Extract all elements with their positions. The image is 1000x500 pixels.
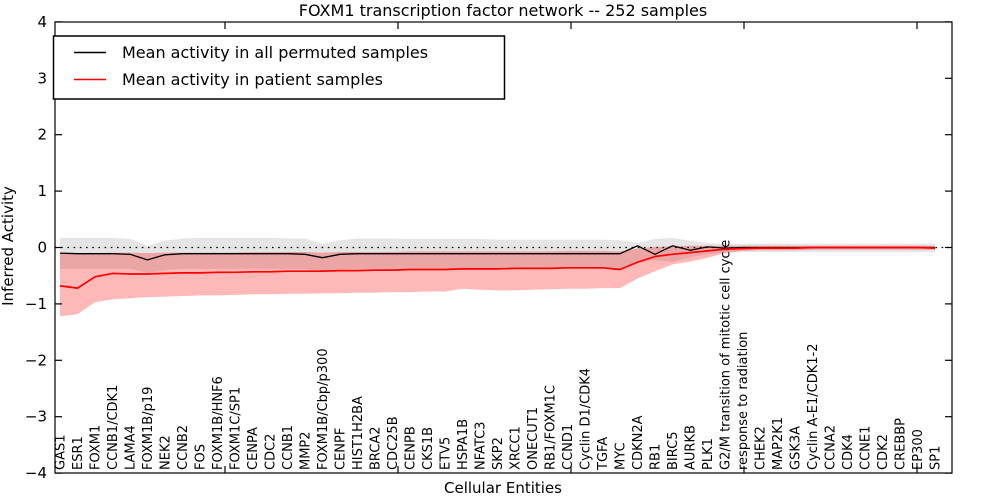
x-category-label: CKS1B [421,427,436,470]
x-category-label: CDC25B [386,416,401,470]
x-category-label: CDKN2A [631,415,646,470]
x-category-label: RB1 [649,444,664,470]
legend-box [52,35,506,100]
x-category-label: ETV5 [439,437,454,470]
x-category-label: CHEK2 [754,426,769,470]
x-category-label: RB1/FOXM1C [544,385,559,470]
x-category-label: NEK2 [159,435,174,470]
x-category-label: GAS1 [54,435,69,471]
y-tick-label: 4 [37,13,47,31]
x-category-label: CCNA2 [824,425,839,470]
y-tick-label: 2 [37,126,47,144]
x-category-label: CCNE1 [859,426,874,470]
x-category-label: FOXM1C/SP1 [229,387,244,470]
x-category-label: BRCA2 [369,426,384,470]
band-layer [60,237,935,317]
x-category-label: NFATC3 [474,422,489,470]
x-category-label: ONECUT1 [526,407,541,470]
legend: Mean activity in all permuted samples Me… [52,35,506,100]
patient-mean-line [59,246,936,289]
series-line-layer [55,245,952,289]
y-tick-label: −4 [25,464,47,482]
x-category-label: FOXM1B/p19 [141,387,156,470]
y-tick-label: 1 [37,182,47,200]
x-category-label: CREBBP [894,418,909,470]
y-axis-label: Inferred Activity [0,186,17,306]
x-category-label: CENPA [246,427,261,470]
x-category-label: AURKB [684,425,699,470]
x-category-label: CCNB2 [176,425,191,470]
y-tick-label: −1 [25,295,47,313]
x-category-labels: GAS1 ESR1 FOXM1 CCNB1/CDK1 LAMA4 FOXM1B/p19 NE… [54,240,944,471]
x-category-label: HIST1H2BA [351,396,366,470]
x-category-label: CDK2 [876,434,891,470]
x-category-label: CENPB [404,426,419,470]
x-category-label: SP1 [929,446,944,470]
x-category-label: FOXM1 [89,425,104,470]
x-axis-label: Cellular Entities [444,479,562,497]
x-category-label: TGFA [596,437,611,471]
x-category-label: MAP2K1 [771,417,786,470]
legend-patient-label: Mean activity in patient samples [122,70,383,89]
x-category-label: G2/M transition of mitotic cell cycle [719,240,734,470]
y-tick-label: −2 [25,351,47,369]
x-category-label: MYC [614,442,629,470]
x-category-label: PLK1 [701,438,716,470]
x-category-label: FOXM1B/HNF6 [211,376,226,470]
x-category-label: HSPA1B [456,419,471,470]
y-tick-label: 3 [37,69,47,87]
y-tick-label: 0 [37,239,47,257]
axes-ticks-layer: 4 3 2 1 0 −1 −2 −3 −4 [25,13,952,482]
x-category-label: EP300 [911,429,926,470]
x-category-label: response to radiation [736,332,751,470]
x-category-label: CDK4 [841,434,856,470]
legend-permuted-label: Mean activity in all permuted samples [122,43,428,62]
x-category-label: Cyclin D1/CDK4 [579,368,594,470]
x-category-label: BIRC5 [666,432,681,471]
x-category-label: MMP2 [299,431,314,470]
x-category-label: ESR1 [71,436,86,470]
patient-confidence-band [60,245,935,317]
x-category-label: CENPF [334,428,349,470]
x-category-label: CCNB1/CDK1 [106,385,121,470]
plot-frame [54,21,953,474]
x-category-label: FOXM1B/Cbp/p300 [316,348,331,470]
y-tick-label: −3 [25,408,47,426]
x-category-label: XRCC1 [509,426,524,470]
x-category-label: GSK3A [789,426,804,470]
x-category-label: LAMA4 [124,425,139,470]
x-category-label: CCND1 [561,424,576,470]
x-category-label: FOS [194,444,209,470]
x-category-label: SKP2 [491,437,506,470]
x-category-label: Cyclin A-E1/CDK1-2 [806,343,821,470]
permuted-confidence-band [60,237,935,273]
chart-title: FOXM1 transcription factor network -- 25… [299,1,707,20]
x-category-label: CCNB1 [281,425,296,470]
x-category-label: CDC2 [264,434,279,470]
